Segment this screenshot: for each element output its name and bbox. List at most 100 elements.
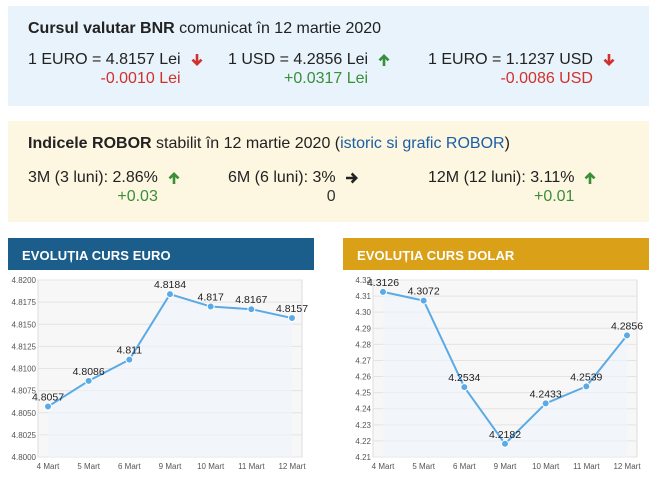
- data-label: 4.8167: [235, 294, 267, 306]
- data-point: [84, 376, 93, 385]
- data-point: [501, 439, 509, 448]
- robor-title-date: stabilit în 12 martie 2020 (: [151, 135, 341, 152]
- arrow-up-icon: [168, 172, 180, 184]
- y-tick-label: 4.27: [355, 356, 371, 365]
- robor-title: Indicele ROBOR stabilit în 12 martie 202…: [28, 135, 510, 153]
- rate-change: +0.01: [533, 188, 575, 205]
- rate-label: 12M (12 luni): 3.11%: [428, 169, 575, 186]
- data-point: [125, 355, 134, 364]
- data-point: [288, 314, 296, 323]
- y-tick-label: 4.22: [355, 437, 371, 446]
- data-label: 4.2534: [448, 372, 480, 384]
- y-tick-label: 4.8100: [12, 365, 37, 374]
- rate-change: 0: [326, 188, 336, 205]
- data-label: 4.3072: [408, 286, 440, 298]
- euro-chart-title: EVOLUȚIA CURS EURO: [8, 238, 314, 270]
- robor-title-bold: Indicele ROBOR: [28, 135, 152, 152]
- x-tick-label: 11 Mart: [238, 462, 265, 471]
- rate-label: 3M (3 luni): 2.86%: [28, 169, 158, 186]
- x-tick-label: 9 Mart: [494, 462, 517, 471]
- data-point: [44, 402, 52, 411]
- robor-panel: Indicele ROBOR stabilit în 12 martie 202…: [8, 121, 649, 222]
- series-area: [48, 294, 292, 457]
- y-tick-label: 4.21: [355, 453, 371, 462]
- robor-6m: 6M (6 luni): 3% 0: [228, 169, 360, 206]
- bnr-title-date: comunicat în 12 martie 2020: [174, 20, 382, 37]
- data-label: 4.811: [117, 345, 143, 357]
- x-tick-label: 12 Mart: [278, 462, 306, 471]
- arrow-right-icon: [345, 172, 358, 184]
- data-point: [379, 287, 387, 296]
- rate-change: +0.03: [117, 188, 158, 205]
- x-tick-label: 4 Mart: [372, 462, 395, 471]
- y-tick-label: 4.31: [355, 292, 371, 301]
- y-tick-label: 4.28: [355, 340, 371, 349]
- arrow-up-icon: [378, 54, 390, 66]
- data-label: 4.2182: [489, 429, 521, 441]
- y-tick-label: 4.8025: [12, 431, 37, 440]
- x-tick-label: 5 Mart: [412, 462, 435, 471]
- x-tick-label: 5 Mart: [77, 462, 100, 471]
- y-tick-label: 4.24: [355, 405, 371, 414]
- rate-label: 1 EURO = 4.8157 Lei: [28, 51, 181, 68]
- y-tick-label: 4.23: [355, 421, 371, 430]
- series-area: [383, 291, 627, 457]
- x-tick-label: 4 Mart: [37, 462, 60, 471]
- data-point: [247, 305, 256, 314]
- y-tick-label: 4.32: [355, 276, 371, 285]
- data-point: [541, 399, 550, 408]
- data-label: 4.8157: [276, 303, 308, 315]
- y-tick-label: 4.8000: [12, 453, 37, 462]
- x-tick-label: 9 Mart: [159, 462, 182, 471]
- x-tick-label: 10 Mart: [197, 462, 225, 471]
- rate-change: -0.0010 Lei: [100, 70, 181, 87]
- usd-line-chart: 4.21 4.22 4.23 4.24 4.25 4.26 4.27 4.28 4.29 4.30…: [355, 276, 643, 471]
- data-label: 4.8086: [73, 366, 105, 378]
- data-label: 4.8057: [32, 392, 64, 404]
- x-tick-label: 12 Mart: [613, 462, 641, 471]
- arrow-down-icon: [191, 54, 203, 66]
- rate-label: 1 USD = 4.2856 Lei: [228, 51, 369, 68]
- rate-label: 1 EURO = 1.1237 USD: [428, 51, 593, 68]
- data-label: 4.2539: [570, 371, 602, 383]
- y-tick-label: 4.8075: [12, 387, 37, 396]
- bnr-title-bold: Cursul valutar BNR: [28, 20, 175, 37]
- y-tick-label: 4.8175: [12, 298, 37, 307]
- data-point: [582, 382, 591, 391]
- y-tick-label: 4.8125: [12, 342, 37, 351]
- y-tick-label: 4.29: [355, 324, 371, 333]
- rate-usd-lei: 1 USD = 4.2856 Lei +0.0317 Lei: [228, 51, 392, 88]
- data-point: [166, 290, 174, 299]
- robor-3m: 3M (3 luni): 2.86% +0.03: [28, 169, 182, 206]
- y-tick-label: 4.25: [355, 389, 371, 398]
- arrow-down-icon: [603, 54, 615, 66]
- data-point: [206, 302, 215, 311]
- data-point: [623, 331, 631, 340]
- x-tick-label: 6 Mart: [118, 462, 141, 471]
- usd-chart-card: EVOLUȚIA CURS DOLAR 4.21 4.22 4.23 4.24 4.25…: [343, 238, 649, 483]
- data-point: [460, 383, 469, 392]
- y-tick-label: 4.8200: [12, 276, 37, 285]
- data-label: 4.8184: [154, 279, 186, 291]
- x-tick-label: 11 Mart: [573, 462, 600, 471]
- rate-change: -0.0086 USD: [500, 70, 593, 87]
- arrow-up-icon: [584, 172, 596, 184]
- rate-change: +0.0317 Lei: [284, 70, 369, 87]
- y-tick-label: 4.8150: [12, 320, 37, 329]
- y-tick-label: 4.8050: [12, 409, 37, 418]
- bnr-title: Cursul valutar BNR comunicat în 12 marti…: [28, 20, 381, 38]
- robor-history-link[interactable]: istoric si grafic ROBOR: [340, 135, 505, 152]
- rate-euro-lei: 1 EURO = 4.8157 Lei -0.0010 Lei: [28, 51, 205, 88]
- usd-chart-title: EVOLUȚIA CURS DOLAR: [343, 238, 649, 270]
- data-label: 4.2856: [611, 320, 643, 332]
- rate-euro-usd: 1 EURO = 1.1237 USD -0.0086 USD: [428, 51, 617, 88]
- robor-12m: 12M (12 luni): 3.11% +0.01: [428, 169, 598, 206]
- robor-title-end: ): [504, 135, 510, 152]
- data-point: [419, 296, 428, 305]
- y-tick-label: 4.30: [355, 308, 371, 317]
- x-tick-label: 6 Mart: [453, 462, 476, 471]
- euro-chart-card: EVOLUȚIA CURS EURO 4.8000 4.8025 4.8050 4.8…: [8, 238, 314, 483]
- rate-label: 6M (6 luni): 3%: [228, 169, 336, 186]
- data-label: 4.3126: [367, 277, 399, 289]
- bnr-rates-panel: Cursul valutar BNR comunicat în 12 marti…: [8, 6, 649, 106]
